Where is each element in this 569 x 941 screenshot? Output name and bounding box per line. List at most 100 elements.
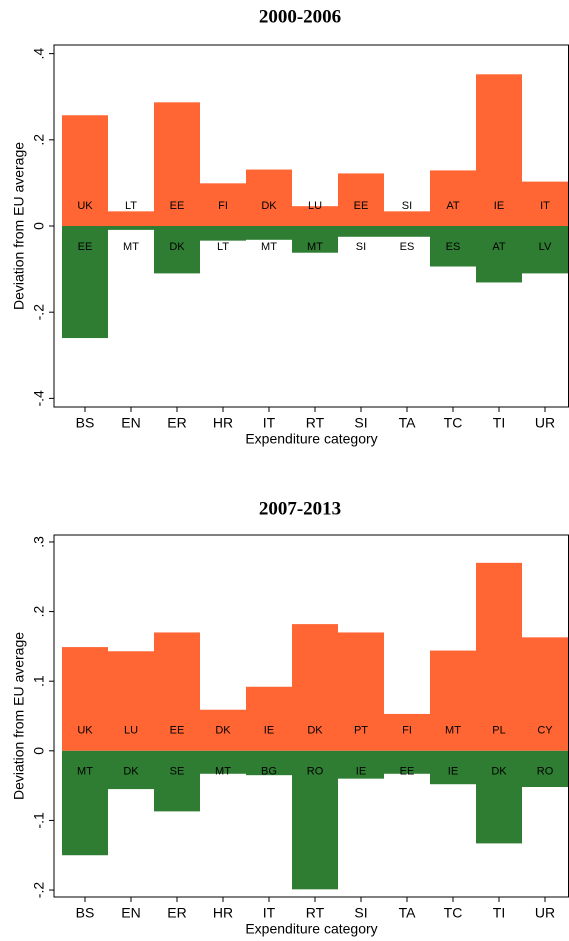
bar (200, 750, 246, 774)
y-tick-label: -.2 (31, 304, 47, 321)
country-label: RO (537, 766, 554, 778)
country-label: DK (215, 725, 231, 737)
bar (62, 115, 108, 226)
x-axis-label: Expenditure category (245, 431, 377, 447)
country-label: LT (217, 241, 229, 253)
bar (108, 651, 154, 751)
bar (338, 173, 384, 226)
bar (200, 226, 246, 241)
x-tick-label: SI (354, 905, 367, 921)
country-label: LU (308, 200, 322, 212)
bar (246, 169, 292, 226)
country-label: MT (445, 725, 461, 737)
bar (476, 74, 522, 226)
y-tick-label: -.1 (31, 812, 47, 829)
y-axis-label: Deviation from EU average (11, 142, 27, 310)
bar (246, 750, 292, 776)
y-tick-label: .3 (31, 536, 47, 548)
country-label: LV (539, 241, 552, 253)
x-tick-label: TC (444, 905, 463, 921)
country-label: MT (77, 766, 93, 778)
bar (62, 750, 108, 856)
x-tick-label: HR (213, 415, 233, 431)
country-label: SE (170, 766, 185, 778)
bar (384, 713, 430, 751)
bar (108, 211, 154, 226)
bar (108, 226, 154, 230)
bar (430, 226, 476, 267)
y-tick-label: -.4 (31, 390, 47, 407)
bar (338, 632, 384, 751)
bar (384, 211, 430, 226)
country-label: UK (77, 200, 93, 212)
y-tick-label: -.2 (31, 882, 47, 899)
y-tick-label: .4 (31, 48, 47, 60)
x-tick-label: HR (213, 905, 233, 921)
bar (292, 624, 338, 751)
country-label: EE (170, 725, 185, 737)
x-tick-label: IT (263, 905, 276, 921)
bar (384, 226, 430, 237)
x-tick-label: UR (535, 905, 555, 921)
bar (292, 750, 338, 890)
country-label: DK (169, 241, 185, 253)
country-label: PL (492, 725, 505, 737)
bar (154, 632, 200, 751)
bar (200, 183, 246, 226)
country-label: AT (446, 200, 460, 212)
country-label: IT (540, 200, 550, 212)
country-label: LU (124, 725, 138, 737)
y-tick-label: .2 (31, 606, 47, 618)
country-label: UK (77, 725, 93, 737)
x-tick-label: IT (263, 415, 276, 431)
y-tick-label: .2 (31, 134, 47, 146)
bar (62, 226, 108, 339)
country-label: MT (261, 241, 277, 253)
chart-title: 2007-2013 (259, 498, 341, 519)
bar (476, 226, 522, 283)
bar (522, 637, 568, 751)
chart-title: 2000-2006 (259, 6, 341, 27)
country-label: SI (356, 241, 366, 253)
country-label: EE (354, 200, 369, 212)
country-label: RO (307, 766, 324, 778)
country-label: ES (400, 241, 415, 253)
bar (522, 750, 568, 788)
x-tick-label: RT (306, 415, 325, 431)
bar (292, 206, 338, 226)
country-label: EE (78, 241, 93, 253)
bar (154, 750, 200, 812)
x-tick-label: SI (354, 415, 367, 431)
country-label: EE (170, 200, 185, 212)
country-label: CY (537, 725, 553, 737)
country-label: IE (448, 766, 458, 778)
country-label: MT (215, 766, 231, 778)
x-tick-label: TI (493, 415, 505, 431)
x-tick-label: RT (306, 905, 325, 921)
bar (292, 226, 338, 253)
country-label: MT (123, 241, 139, 253)
bar (522, 226, 568, 274)
bar (62, 647, 108, 751)
x-tick-label: BS (76, 415, 95, 431)
bar (200, 709, 246, 751)
x-tick-label: EN (121, 415, 140, 431)
bar (246, 686, 292, 751)
country-label: DK (491, 766, 507, 778)
x-tick-label: TC (444, 415, 463, 431)
bar (430, 650, 476, 751)
country-label: EE (400, 766, 415, 778)
x-tick-label: ER (167, 905, 186, 921)
bar (476, 562, 522, 751)
country-label: DK (307, 725, 323, 737)
country-label: DK (261, 200, 277, 212)
bar (154, 102, 200, 226)
country-label: AT (492, 241, 506, 253)
y-tick-label: .1 (31, 675, 47, 687)
x-tick-label: TI (493, 905, 505, 921)
bar (430, 170, 476, 226)
bar (430, 750, 476, 785)
country-label: FI (402, 725, 412, 737)
